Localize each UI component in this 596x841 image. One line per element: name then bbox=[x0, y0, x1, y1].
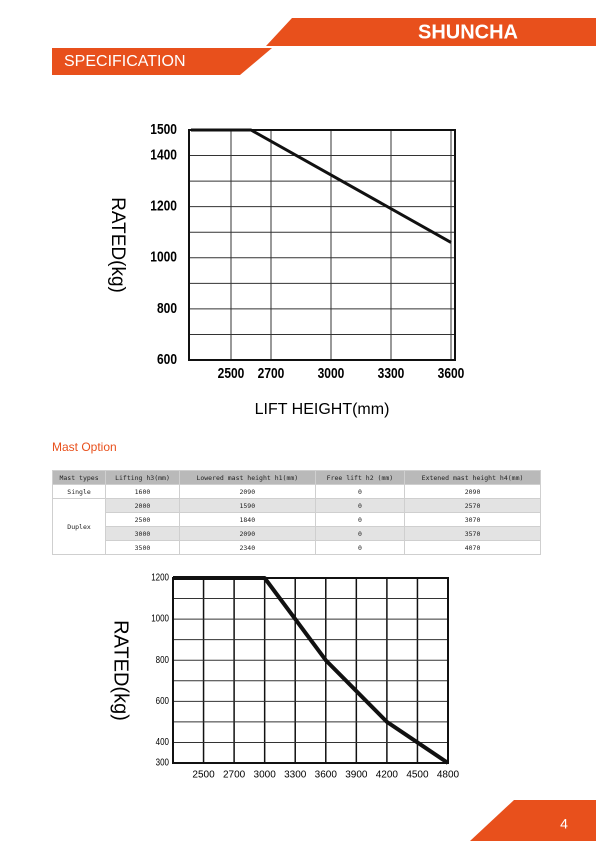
table-cell: 1590 bbox=[178, 498, 316, 513]
x-tick-label: 2500 bbox=[192, 770, 215, 781]
x-tick-label: 2500 bbox=[218, 365, 245, 382]
mast-type: Single bbox=[51, 484, 107, 499]
y-tick-label: 600 bbox=[157, 351, 177, 368]
table-cell: 2000 bbox=[105, 498, 180, 513]
y-tick-label: 600 bbox=[156, 695, 169, 706]
column-header: Free lift h2 (mm) bbox=[314, 470, 406, 485]
column-header: Mast types bbox=[51, 470, 107, 485]
table-cell: 3500 bbox=[105, 540, 180, 555]
x-tick-label: 4200 bbox=[376, 770, 399, 781]
y-tick-label: 1400 bbox=[150, 146, 177, 163]
header-row: Mast types Lifting h3(mm) Lowered mast hei… bbox=[51, 470, 541, 485]
y-tick-label: 1000 bbox=[150, 248, 177, 265]
mast-table: Mast types Lifting h3(mm) Lowered mast hei… bbox=[51, 470, 541, 555]
y-tick-label: 800 bbox=[157, 300, 177, 317]
y-tick-label: 1500 bbox=[150, 121, 177, 138]
mast-option: Mast Option Mast types Lifting h3(mm) Lowe… bbox=[51, 440, 541, 555]
section-box bbox=[52, 48, 272, 75]
table-cell: 0 bbox=[314, 498, 406, 513]
table-cell: 2090 bbox=[178, 526, 316, 541]
brand-band bbox=[266, 18, 596, 46]
table-cell: 3000 bbox=[105, 526, 180, 541]
x-axis-title: LIFT HEIGHT(mm) bbox=[255, 401, 390, 418]
y-axis-title: RATED(kg) bbox=[110, 620, 132, 721]
table-cell: 2570 bbox=[404, 498, 541, 513]
x-tick-label: 2700 bbox=[258, 365, 285, 382]
page-number: 4 bbox=[560, 816, 568, 832]
section-title: SPECIFICATION bbox=[64, 53, 186, 70]
data-line bbox=[173, 576, 450, 765]
table-row: 3500 2340 0 4070 bbox=[53, 540, 541, 555]
table-cell: 0 bbox=[314, 526, 406, 541]
y-tick-label: 1200 bbox=[150, 197, 177, 214]
table-cell: 1600 bbox=[105, 484, 180, 499]
brand: SHUNCHA bbox=[418, 21, 518, 43]
table-cell: 1840 bbox=[178, 512, 316, 527]
y-tick-label: 400 bbox=[156, 736, 169, 747]
table-cell: 3570 bbox=[404, 526, 541, 541]
table-cell: 3070 bbox=[404, 512, 541, 527]
x-tick-label: 3000 bbox=[318, 365, 345, 382]
column-header: Lifting h3(mm) bbox=[105, 470, 180, 485]
x-tick-label: 3900 bbox=[345, 770, 368, 781]
y-tick-label: 1000 bbox=[151, 613, 169, 624]
x-tick-label: 3000 bbox=[254, 770, 277, 781]
table-cell: 2340 bbox=[178, 540, 316, 555]
mast-title: Mast Option bbox=[52, 440, 117, 454]
table-cell: 2090 bbox=[178, 484, 316, 499]
y-tick-label: 300 bbox=[156, 757, 169, 768]
x-tick-label: 3600 bbox=[315, 770, 338, 781]
x-tick-label: 3300 bbox=[378, 365, 405, 382]
table-row: Duplex 2000 1590 0 2570 bbox=[51, 498, 541, 555]
mast-type: Duplex bbox=[51, 498, 107, 555]
data-line bbox=[191, 128, 452, 244]
column-header: Extened mast height h4(mm) bbox=[404, 470, 541, 485]
table-cell: 4070 bbox=[404, 540, 541, 555]
table-row: 3000 2090 0 3570 bbox=[53, 526, 541, 541]
column-header: Lowered mast height h1(mm) bbox=[178, 470, 316, 485]
corner bbox=[470, 800, 596, 841]
table-row: 2500 1840 0 3070 bbox=[53, 512, 541, 527]
table-cell: 2500 bbox=[105, 512, 180, 527]
table-cell: 0 bbox=[314, 540, 406, 555]
x-tick-label: 2700 bbox=[223, 770, 246, 781]
y-axis-title: RATED(kg) bbox=[107, 197, 128, 293]
table-row: Single 1600 2090 0 2090 bbox=[51, 484, 541, 499]
plot-frame bbox=[172, 577, 449, 764]
y-tick-label: 800 bbox=[156, 654, 169, 665]
x-tick-label: 4800 bbox=[437, 770, 460, 781]
table-cell: 0 bbox=[314, 512, 406, 527]
plot-frame bbox=[188, 129, 456, 361]
x-tick-label: 3300 bbox=[284, 770, 307, 781]
x-tick-label: 3600 bbox=[438, 365, 465, 382]
table-cell: 2090 bbox=[404, 484, 541, 499]
x-tick-label: 4500 bbox=[406, 770, 429, 781]
y-tick-label: 1200 bbox=[151, 572, 169, 583]
table-cell: 0 bbox=[314, 484, 406, 499]
